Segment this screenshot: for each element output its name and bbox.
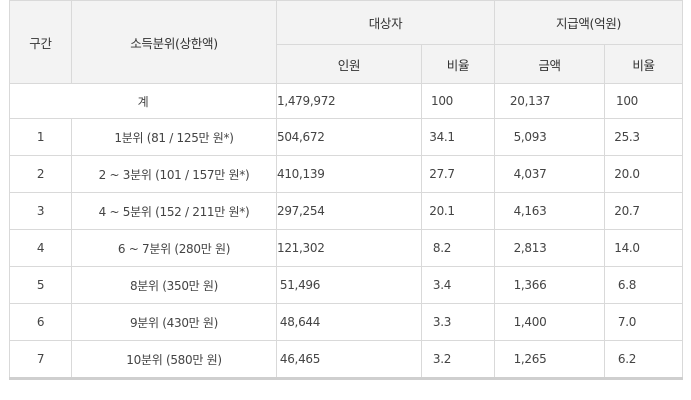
row-people: 48,644 [276,303,422,341]
header-people: 인원 [276,44,422,84]
row-people: 121,302 [276,229,422,267]
row-amount-ratio: 7.0 [604,303,684,341]
table-row: 3 4 ~ 5분위 (152 / 211만 원*) 297,254 20.1 4… [9,192,684,230]
table-row: 2 2 ~ 3분위 (101 / 157만 원*) 410,139 27.7 4… [9,155,684,193]
row-people-ratio: 20.1 [420,192,496,230]
row-decile: 2 ~ 3분위 (101 / 157만 원*) [71,155,277,193]
table-header: 구간 소득분위(상한액) 대상자 지급액(억원) 인원 비율 금액 비율 [9,0,684,84]
header-row-sub: 인원 비율 금액 비율 [10,44,684,84]
statistics-table: 구간 소득분위(상한액) 대상자 지급액(억원) 인원 비율 금액 비율 계 1… [9,0,684,380]
table-body: 계 1,479,972 100 20,137 100 1 1분위 (81 / 1… [9,83,684,380]
row-amount-ratio: 6.8 [604,266,684,304]
row-section: 6 [9,303,72,341]
header-amount: 금액 [494,44,606,84]
row-decile: 1분위 (81 / 125만 원*) [71,118,277,156]
header-section: 구간 [9,0,72,84]
total-row: 계 1,479,972 100 20,137 100 [9,83,684,119]
header-income-decile: 소득분위(상한액) [71,0,277,84]
row-amount-ratio: 25.3 [604,118,684,156]
row-people-ratio: 3.3 [420,303,496,341]
row-decile: 9분위 (430만 원) [71,303,277,341]
total-people-ratio: 100 [420,83,496,119]
row-section: 2 [9,155,72,193]
header-people-ratio: 비율 [420,44,496,84]
row-section: 4 [9,229,72,267]
row-people: 504,672 [276,118,422,156]
row-people-ratio: 3.2 [420,340,496,380]
row-section: 1 [9,118,72,156]
total-amount-ratio: 100 [604,83,684,119]
row-people: 51,496 [276,266,422,304]
row-decile: 6 ~ 7분위 (280만 원) [71,229,277,267]
table-row: 4 6 ~ 7분위 (280만 원) 121,302 8.2 2,813 14.… [9,229,684,267]
row-amount: 4,037 [494,155,606,193]
row-section: 5 [9,266,72,304]
row-people: 297,254 [276,192,422,230]
row-people-ratio: 8.2 [420,229,496,267]
row-amount-ratio: 20.0 [604,155,684,193]
table-row: 5 8분위 (350만 원) 51,496 3.4 1,366 6.8 [9,266,684,304]
header-row-top: 구간 소득분위(상한액) 대상자 지급액(억원) [9,0,684,84]
row-amount-ratio: 20.7 [604,192,684,230]
row-section: 7 [9,340,72,380]
row-amount-ratio: 6.2 [604,340,684,380]
row-section: 3 [9,192,72,230]
row-amount: 2,813 [494,229,606,267]
total-label: 계 [9,83,277,119]
row-people: 410,139 [276,155,422,193]
row-amount-ratio: 14.0 [604,229,684,267]
table-row: 7 10분위 (580만 원) 46,465 3.2 1,265 6.2 [9,340,684,380]
total-people: 1,479,972 [276,83,422,119]
row-amount: 5,093 [494,118,606,156]
row-people-ratio: 3.4 [420,266,496,304]
row-amount: 4,163 [494,192,606,230]
row-people-ratio: 34.1 [420,118,496,156]
header-recipients: 대상자 [275,0,496,45]
row-people-ratio: 27.7 [420,155,496,193]
table-row: 6 9분위 (430만 원) 48,644 3.3 1,400 7.0 [9,303,684,341]
table-row: 1 1분위 (81 / 125만 원*) 504,672 34.1 5,093 … [9,118,684,156]
row-people: 46,465 [276,340,422,380]
row-amount: 1,400 [494,303,606,341]
row-decile: 10분위 (580만 원) [71,340,277,380]
header-payment: 지급액(억원) [494,0,684,45]
header-amount-ratio: 비율 [604,44,684,84]
row-decile: 8분위 (350만 원) [71,266,277,304]
row-decile: 4 ~ 5분위 (152 / 211만 원*) [71,192,277,230]
total-amount: 20,137 [494,83,606,119]
row-amount: 1,366 [494,266,606,304]
row-amount: 1,265 [494,340,606,380]
